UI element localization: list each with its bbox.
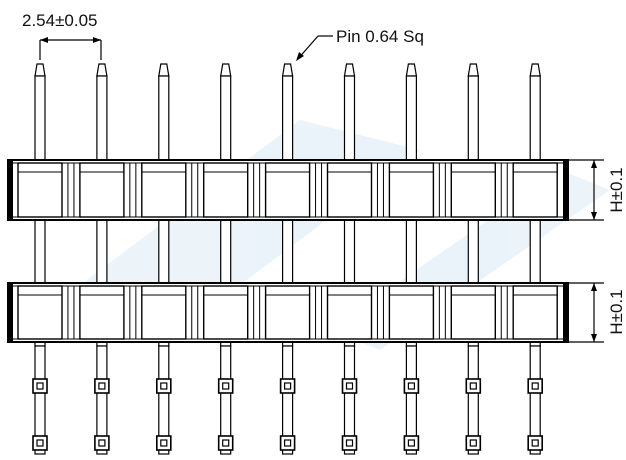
pin (465, 63, 482, 455)
pin-tail (467, 345, 479, 455)
crimp-mark-inner (36, 382, 44, 390)
pin-tail (96, 345, 108, 455)
pin-tail (529, 345, 541, 455)
height-dimension-lower: H±0.1 (566, 282, 626, 343)
pin-tail (405, 345, 417, 455)
housing-cell (326, 285, 373, 340)
housing-cell (141, 285, 187, 340)
crimp-mark-inner (222, 439, 230, 447)
pin (156, 63, 172, 455)
housing-cell (202, 162, 249, 218)
height-dimension-upper: H±0.1 (566, 159, 626, 221)
housing-cell (388, 162, 435, 218)
pin-tail (220, 345, 232, 455)
pin-tail (343, 345, 356, 455)
pin-tip (529, 63, 541, 77)
housing-end-cap (8, 160, 13, 220)
crimp-mark-inner (469, 439, 477, 447)
pitch-dimension: 2.54±0.05 (22, 11, 102, 60)
housing-end-cap (8, 283, 13, 342)
pin-tip (405, 63, 418, 77)
crimp-mark-inner (98, 439, 106, 447)
housing-cell (450, 285, 496, 340)
housing-cell (264, 285, 311, 340)
pin (527, 63, 544, 455)
housing-cell (264, 162, 311, 218)
crimp-mark-inner (407, 382, 415, 390)
pin-tip (467, 63, 480, 77)
housing-end-cap (563, 160, 568, 220)
housing-row (7, 282, 569, 343)
pin-tip (158, 63, 170, 77)
crimp-mark-inner (160, 382, 168, 390)
pin (32, 63, 48, 455)
crimp-mark-inner (469, 382, 477, 390)
housing-cell (326, 162, 373, 218)
pin (403, 63, 420, 455)
housing-row (7, 159, 569, 221)
housing-cell (79, 285, 125, 340)
pin-size-callout: Pin 0.64 Sq (296, 27, 424, 61)
housing-cell (17, 162, 63, 218)
housings-group (7, 159, 569, 343)
housing-cell (512, 285, 558, 340)
crimp-mark-inner (531, 439, 539, 447)
crimp-mark-inner (160, 439, 168, 447)
crimp-mark-inner (284, 439, 292, 447)
housing-cell (17, 285, 63, 340)
housing-end-cap (563, 283, 568, 342)
crimp-mark-inner (345, 439, 354, 447)
crimp-mark-inner (284, 382, 292, 390)
pin (279, 63, 296, 455)
pin-tail (34, 345, 46, 455)
crimp-mark-inner (98, 382, 106, 390)
height-label-lower: H±0.1 (607, 289, 626, 334)
pin-tail (282, 345, 294, 455)
pin (94, 63, 110, 455)
pin (341, 63, 358, 455)
crimp-mark-inner (407, 439, 415, 447)
pin-tip (34, 63, 46, 77)
height-label-upper: H±0.1 (607, 167, 626, 212)
housing-cell (512, 162, 558, 218)
pin-tip (281, 63, 294, 77)
pin (217, 63, 234, 455)
housing-cell (450, 162, 496, 218)
pin-tip (343, 63, 356, 77)
pin-tail (158, 345, 170, 455)
crimp-mark-inner (345, 382, 354, 390)
crimp-mark-inner (36, 439, 44, 447)
housing-cell (388, 285, 435, 340)
pin-size-label: Pin 0.64 Sq (336, 27, 424, 46)
pin-tip (96, 63, 108, 77)
housing-cell (79, 162, 125, 218)
pitch-label: 2.54±0.05 (22, 11, 98, 30)
crimp-mark-inner (531, 382, 539, 390)
pin-tip (219, 63, 232, 77)
housing-cell (141, 162, 187, 218)
crimp-mark-inner (222, 382, 230, 390)
housing-cell (202, 285, 249, 340)
